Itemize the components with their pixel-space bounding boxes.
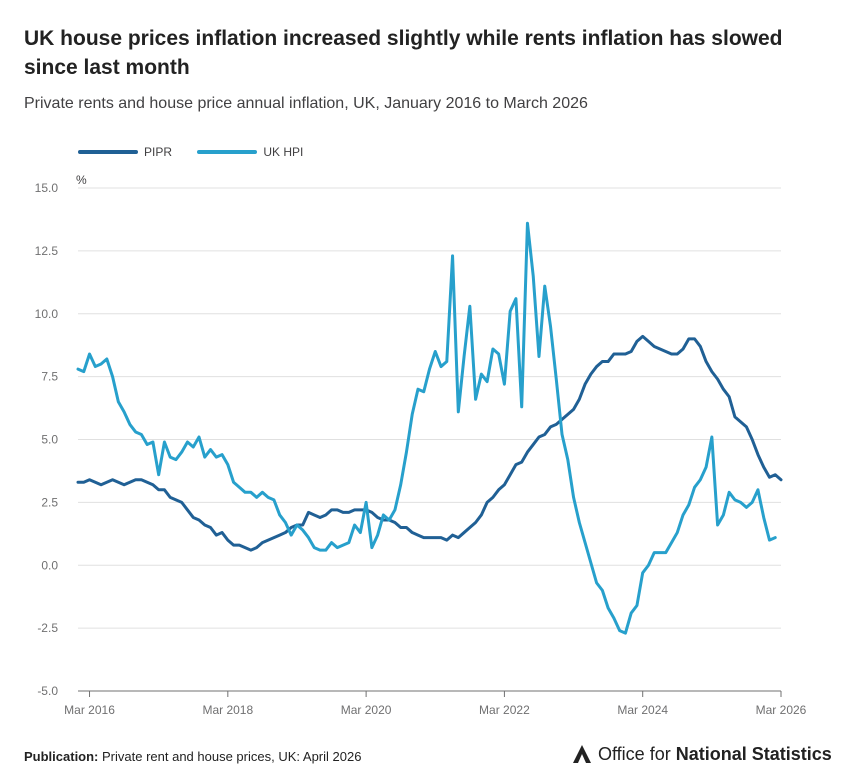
- legend-label-uk-hpi: UK HPI: [263, 145, 304, 159]
- legend: PIPR UK HPI: [78, 143, 325, 159]
- x-tick-label: Mar 2024: [617, 703, 668, 717]
- series-line-pipr: [76, 334, 783, 552]
- y-tick-label: 5.0: [41, 433, 58, 447]
- chart-subtitle: Private rents and house price annual inf…: [24, 95, 588, 112]
- y-axis-label: %: [76, 173, 87, 187]
- x-tick-label: Mar 2018: [202, 703, 253, 717]
- line-chart: 15.0 12.5 10.0 7.5 5.0 2.5 0.0 -2.5 -5.0% Mar 201…: [35, 173, 807, 717]
- ons-logo-icon: [573, 745, 591, 763]
- y-tick-label: 2.5: [41, 495, 58, 509]
- series-line-uk-hpi: [76, 221, 777, 635]
- publication-note: Publication: Private rent and house pric…: [24, 749, 361, 764]
- legend-label-pipr: PIPR: [144, 145, 173, 159]
- y-tick-label: 7.5: [41, 370, 58, 384]
- legend-swatch-pipr: [78, 150, 138, 154]
- legend-item-uk-hpi: UK HPI: [197, 145, 303, 159]
- y-tick-label: 12.5: [35, 244, 59, 258]
- ons-logo-strong: National Statistics: [675, 743, 832, 764]
- publication-text: Private rent and house prices, UK: April…: [102, 749, 362, 764]
- legend-item-pipr: PIPR: [78, 145, 172, 159]
- chart-title: UK house prices inflation increased slig…: [24, 27, 783, 79]
- y-tick-label: 10.0: [35, 307, 59, 321]
- x-tick-label: Mar 2020: [341, 703, 392, 717]
- x-tick-label: Mar 2022: [479, 703, 530, 717]
- legend-swatch-uk-hpi: [197, 150, 258, 154]
- x-tick-label: Mar 2016: [64, 703, 115, 717]
- x-tick-label: Mar 2026: [756, 703, 807, 717]
- publication-label: Publication:: [24, 749, 99, 764]
- y-tick-label: -2.5: [37, 621, 58, 635]
- y-tick-label: 0.0: [41, 558, 58, 572]
- y-tick-label: 15.0: [35, 181, 59, 195]
- ons-logo-prefix: Office for: [598, 743, 671, 764]
- y-tick-label: -5.0: [37, 684, 58, 698]
- ons-logo: Office for National Statistics: [571, 743, 832, 765]
